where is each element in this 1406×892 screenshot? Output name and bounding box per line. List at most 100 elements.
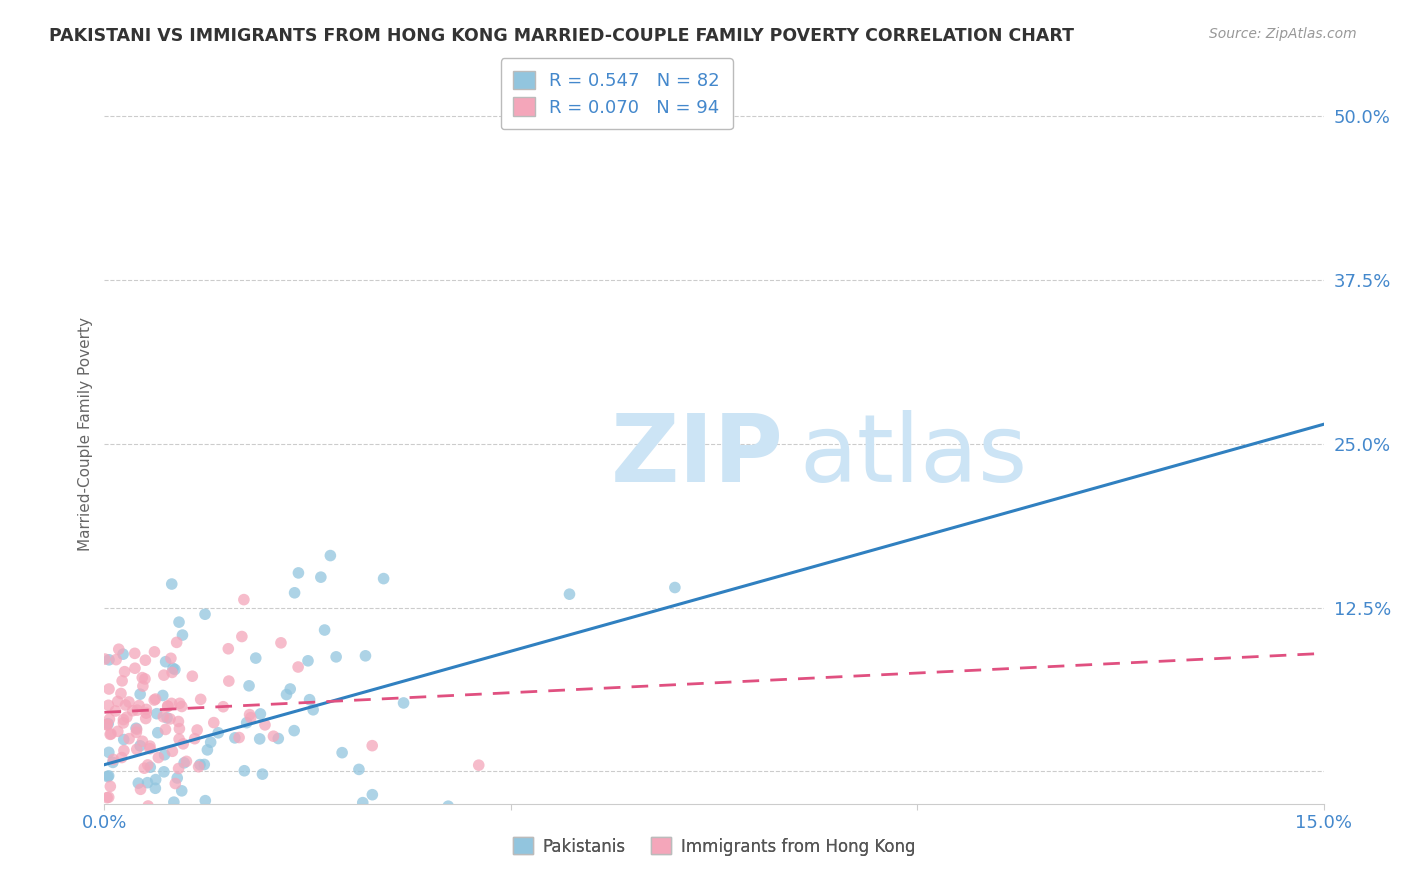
Point [249, 731, 271, 746]
Point [160, 665, 183, 680]
Point [107, 857, 129, 871]
Text: atlas: atlas [800, 410, 1028, 502]
Point [98, 884, 121, 892]
Point [249, 706, 271, 721]
Point [112, 647, 135, 661]
Point [253, 718, 276, 732]
Point [155, 655, 177, 669]
Point [245, 864, 267, 879]
Point [135, 706, 157, 720]
Point [172, 737, 194, 751]
Point [284, 586, 307, 600]
Point [298, 692, 321, 706]
Point [107, 642, 129, 657]
Point [111, 673, 134, 688]
Point [558, 587, 581, 601]
Point [392, 696, 415, 710]
Point [100, 727, 122, 741]
Point [143, 781, 166, 796]
Point [347, 763, 370, 777]
Point [146, 725, 169, 739]
Point [187, 760, 209, 774]
Point [173, 756, 195, 770]
Point [97, 790, 120, 805]
Point [238, 679, 260, 693]
Point [270, 636, 292, 650]
Point [152, 689, 174, 703]
Point [252, 767, 274, 781]
Point [354, 648, 377, 663]
Point [162, 744, 184, 758]
Point [232, 592, 254, 607]
Point [112, 732, 135, 747]
Point [166, 635, 188, 649]
Point [136, 775, 159, 789]
Text: PAKISTANI VS IMMIGRANTS FROM HONG KONG MARRIED-COUPLE FAMILY POVERTY CORRELATION: PAKISTANI VS IMMIGRANTS FROM HONG KONG M… [49, 27, 1074, 45]
Point [156, 711, 179, 725]
Point [156, 699, 179, 714]
Point [110, 686, 132, 700]
Point [169, 722, 191, 736]
Point [98, 681, 121, 696]
Point [163, 795, 186, 809]
Point [143, 645, 166, 659]
Point [239, 711, 262, 725]
Point [160, 577, 183, 591]
Point [373, 572, 395, 586]
Point [112, 713, 135, 727]
Point [114, 698, 136, 712]
Point [129, 687, 152, 701]
Point [181, 818, 204, 832]
Point [202, 715, 225, 730]
Point [170, 699, 193, 714]
Point [352, 796, 374, 810]
Point [361, 788, 384, 802]
Point [118, 695, 141, 709]
Point [160, 651, 183, 665]
Point [139, 741, 162, 756]
Point [128, 698, 150, 713]
Point [228, 731, 250, 745]
Point [129, 739, 152, 753]
Point [131, 734, 153, 748]
Point [143, 693, 166, 707]
Point [190, 692, 212, 706]
Point [104, 704, 127, 718]
Point [233, 764, 256, 778]
Point [202, 857, 225, 871]
Point [139, 760, 162, 774]
Point [664, 581, 686, 595]
Point [217, 641, 239, 656]
Point [278, 681, 301, 696]
Point [262, 729, 284, 743]
Point [179, 856, 201, 871]
Point [188, 757, 211, 772]
Point [224, 731, 246, 745]
Point [111, 750, 134, 764]
Point [98, 653, 121, 667]
Point [139, 739, 162, 753]
Point [235, 715, 257, 730]
Point [325, 649, 347, 664]
Point [148, 750, 170, 764]
Point [105, 652, 128, 666]
Point [94, 652, 117, 666]
Point [170, 784, 193, 798]
Point [153, 668, 176, 682]
Point [169, 696, 191, 710]
Point [166, 771, 188, 785]
Point [125, 721, 148, 735]
Point [96, 790, 118, 805]
Point [97, 770, 120, 784]
Point [135, 702, 157, 716]
Point [125, 742, 148, 756]
Point [101, 756, 124, 770]
Point [193, 757, 215, 772]
Point [195, 834, 218, 848]
Point [194, 794, 217, 808]
Point [112, 743, 135, 757]
Point [118, 731, 141, 746]
Point [287, 660, 309, 674]
Point [302, 703, 325, 717]
Point [186, 723, 208, 737]
